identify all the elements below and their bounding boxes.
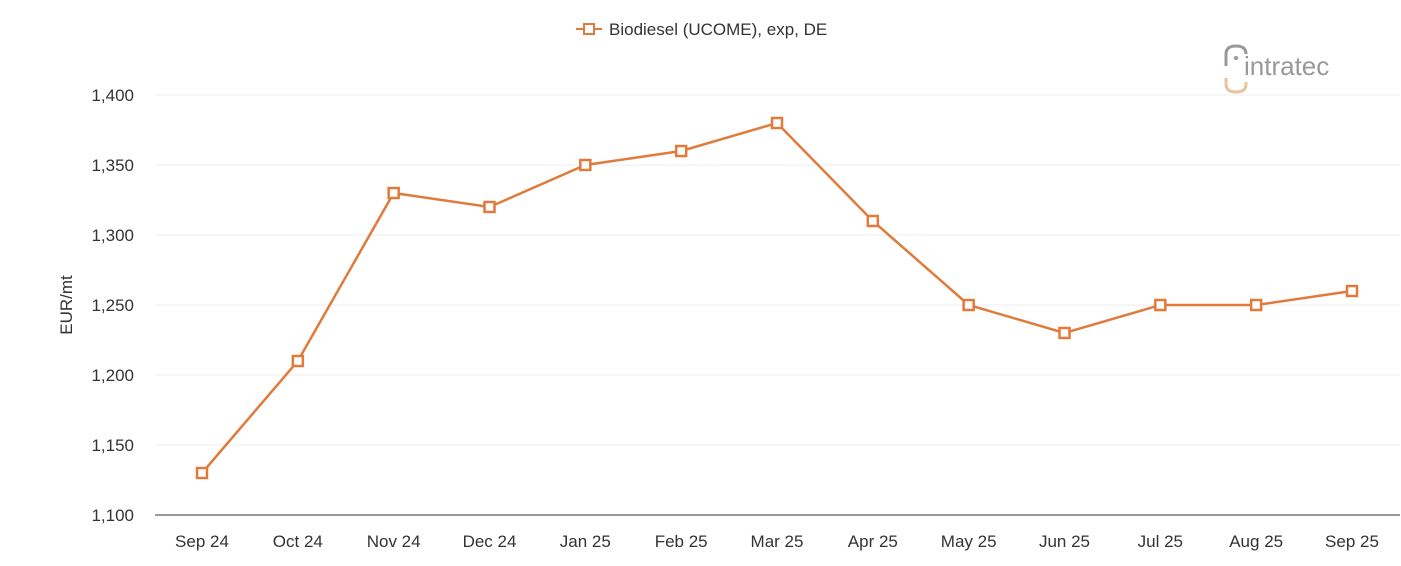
data-point-jul-25[interactable] (1154, 298, 1167, 312)
x-tick-label: Sep 25 (1325, 532, 1379, 551)
data-point-may-25[interactable] (962, 298, 975, 312)
legend[interactable]: Biodiesel (UCOME), exp, DE (576, 20, 827, 39)
y-tick-label: 1,300 (91, 226, 134, 245)
data-point-sep-25[interactable] (1345, 284, 1359, 298)
x-tick-label: Sep 24 (175, 532, 229, 551)
data-point-dec-24[interactable] (483, 200, 496, 214)
y-tick-label: 1,200 (91, 366, 134, 385)
data-point-oct-24[interactable] (291, 354, 305, 368)
data-point-aug-25[interactable] (1249, 298, 1263, 312)
data-point-jun-25[interactable] (1058, 326, 1071, 340)
series-line (201, 121, 1353, 474)
data-point-apr-25[interactable] (866, 214, 880, 228)
data-point-mar-25[interactable] (770, 116, 784, 130)
data-point-sep-24[interactable] (195, 466, 209, 480)
x-tick-label: Jul 25 (1138, 532, 1183, 551)
x-tick-label: Mar 25 (751, 532, 804, 551)
data-point-feb-25[interactable] (674, 144, 688, 158)
x-tick-label: Dec 24 (463, 532, 517, 551)
legend-label: Biodiesel (UCOME), exp, DE (609, 20, 827, 39)
x-tick-label: Aug 25 (1229, 532, 1283, 551)
y-tick-label: 1,100 (91, 506, 134, 525)
y-tick-label: 1,250 (91, 296, 134, 315)
y-tick-label: 1,400 (91, 86, 134, 105)
x-tick-label: May 25 (941, 532, 997, 551)
y-tick-label: 1,350 (91, 156, 134, 175)
y-axis-label: EUR/mt (57, 275, 76, 335)
data-point-nov-24[interactable] (387, 186, 400, 200)
x-tick-label: Oct 24 (273, 532, 323, 551)
x-tick-label: Apr 25 (848, 532, 898, 551)
gridlines (155, 94, 1400, 446)
data-point-jan-25[interactable] (579, 158, 592, 172)
legend-square-marker-icon (583, 23, 595, 35)
x-tick-label: Feb 25 (655, 532, 708, 551)
y-axis-ticks: 1,100 1,150 1,200 1,250 1,300 1,350 1,400 (91, 86, 134, 525)
x-tick-label: Jan 25 (560, 532, 611, 551)
logo-text: intratec (1244, 51, 1329, 81)
x-tick-label: Nov 24 (367, 532, 421, 551)
x-axis-ticks: Sep 24 Oct 24 Nov 24 Dec 24 Jan 25 Feb 25 Mar … (175, 532, 1379, 551)
x-tick-label: Jun 25 (1039, 532, 1090, 551)
series-biodiesel (195, 116, 1359, 480)
y-tick-label: 1,150 (91, 436, 134, 455)
intratec-logo: intratec (1224, 44, 1329, 94)
